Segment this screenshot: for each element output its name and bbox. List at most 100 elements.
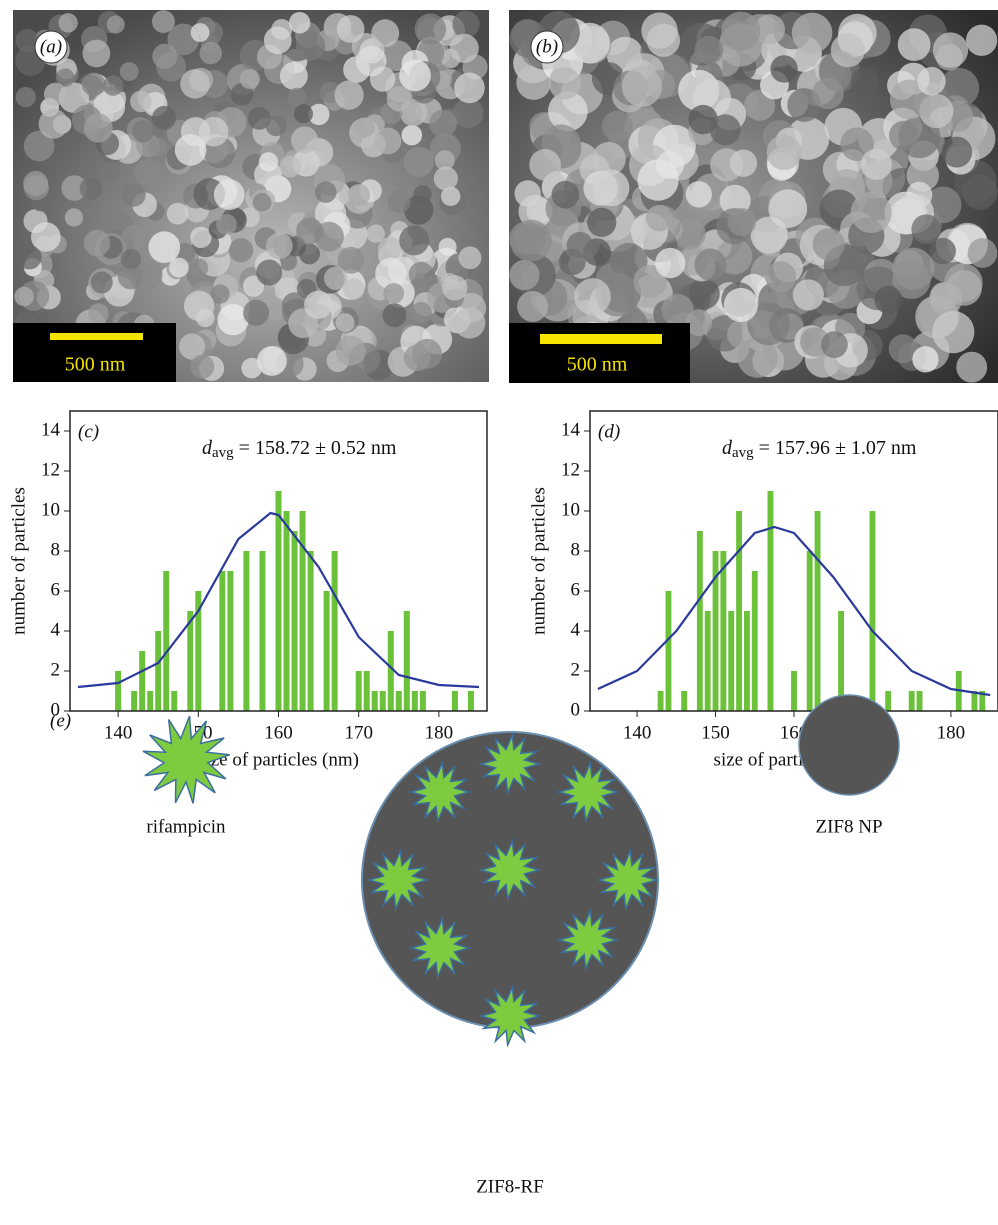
particle: [889, 121, 919, 151]
particle: [686, 181, 712, 207]
particle: [296, 218, 323, 245]
particle: [180, 69, 210, 99]
bar: [697, 531, 703, 711]
particle: [256, 260, 282, 286]
particle: [694, 36, 723, 65]
particle: [933, 32, 968, 67]
particle: [968, 238, 998, 268]
particle: [409, 262, 434, 287]
bar: [658, 691, 664, 711]
particle: [454, 73, 485, 104]
particle: [84, 230, 110, 256]
bar: [115, 671, 121, 711]
particle: [132, 120, 154, 142]
particle: [646, 205, 673, 232]
bar: [917, 691, 923, 711]
particle: [152, 44, 177, 69]
particle: [647, 24, 680, 57]
particle: [82, 40, 110, 68]
particle: [80, 177, 103, 200]
particle: [324, 267, 347, 290]
bar: [163, 571, 169, 711]
particle: [334, 80, 363, 109]
particle: [442, 275, 467, 300]
bar: [752, 571, 758, 711]
particle: [510, 220, 552, 262]
particle: [16, 87, 36, 107]
sem-image: (b)500 nm: [509, 10, 998, 383]
particle: [387, 190, 410, 213]
particle: [304, 291, 332, 319]
particle: [434, 166, 458, 190]
bar: [412, 691, 418, 711]
particle: [567, 232, 594, 259]
scale-label: 500 nm: [567, 354, 628, 376]
panel-label: (d): [598, 421, 620, 442]
particle: [399, 60, 431, 92]
particle: [148, 138, 167, 157]
particle: [103, 75, 123, 95]
y-tick-label: 10: [561, 499, 580, 520]
bar: [380, 691, 386, 711]
particle: [214, 179, 245, 210]
particle: [821, 331, 848, 358]
particle: [622, 66, 662, 106]
histogram: 02468101214140150160170180size of partic…: [8, 411, 487, 770]
particle: [793, 279, 824, 310]
particle: [259, 152, 278, 171]
particle: [549, 67, 581, 99]
bar: [705, 611, 711, 711]
rifampicin-icon: [143, 716, 230, 803]
bar: [300, 511, 306, 711]
particle: [58, 13, 77, 32]
y-tick-label: 14: [561, 419, 581, 440]
particle: [383, 283, 404, 304]
particle: [266, 115, 287, 136]
annotation-subscript: avg: [732, 445, 754, 461]
bar: [404, 611, 410, 711]
drug-label: rifampicin: [146, 816, 226, 837]
particle: [190, 355, 214, 379]
y-tick-label: 2: [571, 659, 581, 680]
particle: [402, 125, 423, 146]
x-axis-label: size of particles (nm): [198, 749, 359, 770]
particle: [689, 278, 720, 309]
particle: [375, 128, 402, 155]
particle: [243, 300, 269, 326]
particle: [229, 238, 253, 262]
particle: [851, 192, 892, 233]
particle: [190, 227, 211, 248]
particle: [413, 185, 431, 203]
particle: [674, 218, 705, 249]
x-tick-label: 140: [104, 722, 133, 743]
particle: [196, 309, 215, 328]
particle: [813, 228, 845, 260]
y-tick-label: 0: [571, 699, 581, 720]
bar: [666, 591, 672, 711]
y-tick-label: 4: [51, 619, 61, 640]
panel-label: (e): [50, 710, 71, 731]
particle: [911, 214, 941, 244]
particle: [23, 171, 48, 196]
annotation: davg= 158.72 ± 0.52 nm: [202, 437, 397, 462]
particle: [450, 34, 479, 63]
particle: [721, 12, 760, 51]
y-tick-label: 8: [571, 539, 581, 560]
bar: [372, 691, 378, 711]
bar: [155, 631, 161, 711]
fit-curve: [598, 527, 990, 695]
y-axis-label: number of particles: [528, 487, 549, 635]
particle: [17, 245, 41, 269]
y-tick-label: 8: [51, 539, 61, 560]
bar: [768, 491, 774, 711]
particle: [724, 288, 758, 322]
annotation-text: = 158.72 ± 0.52 nm: [239, 437, 397, 459]
particle: [336, 336, 366, 366]
bar: [420, 691, 426, 711]
particle: [529, 149, 561, 181]
y-axis-label: number of particles: [8, 487, 29, 635]
y-tick-label: 12: [561, 459, 580, 480]
particle: [356, 46, 387, 77]
bar: [356, 671, 362, 711]
plot-area: [598, 491, 990, 711]
